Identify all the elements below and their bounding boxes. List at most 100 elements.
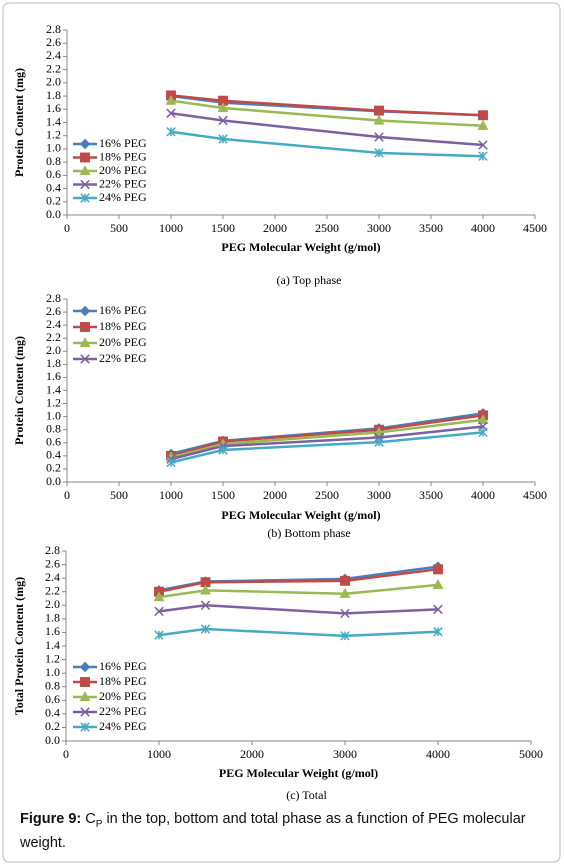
x-tick-label: 3500 <box>419 221 443 235</box>
marker <box>218 115 228 126</box>
y-tick-label: 2.6 <box>46 35 61 49</box>
legend-label: 16% PEG <box>99 659 147 673</box>
x-tick-label: 4500 <box>523 488 547 502</box>
marker <box>433 627 443 637</box>
y-tick-label: 2.8 <box>45 543 60 557</box>
x-tick-label: 3000 <box>367 221 391 235</box>
figure-caption: Figure 9: CP in the top, bottom and tota… <box>20 810 548 852</box>
x-tick-label: 1000 <box>147 747 171 761</box>
series-line <box>170 431 484 464</box>
legend-label: 24% PEG <box>99 190 147 204</box>
y-tick-label: 2.2 <box>46 61 61 75</box>
y-tick-label: 0.6 <box>46 435 61 449</box>
marker <box>374 148 384 158</box>
series-line <box>170 418 484 459</box>
series-line <box>158 568 439 593</box>
marker <box>374 132 384 142</box>
marker <box>478 427 488 438</box>
legend-marker <box>80 179 90 190</box>
legend-marker <box>79 337 91 348</box>
x-tick-label: 0 <box>64 488 70 502</box>
y-tick-label: 0.0 <box>45 733 60 747</box>
y-tick-label: 0.4 <box>46 180 61 194</box>
chart-caption: (b) Bottom phase <box>267 526 350 540</box>
legend-marker <box>79 691 91 702</box>
y-tick-label: 1.4 <box>46 114 61 128</box>
x-tick-label: 3000 <box>367 488 391 502</box>
x-tick-label: 1500 <box>211 488 235 502</box>
marker <box>153 591 165 602</box>
marker <box>477 120 489 130</box>
marker <box>374 105 384 116</box>
series-line <box>158 627 439 638</box>
caption-label: Figure 9: <box>20 811 82 827</box>
y-tick-label: 0.6 <box>45 692 60 706</box>
legend-marker <box>80 354 90 364</box>
series-line <box>170 94 484 117</box>
marker <box>154 606 164 617</box>
chart-caption: (c) Total <box>286 788 327 802</box>
x-tick-label: 500 <box>110 488 128 502</box>
marker <box>166 127 176 137</box>
x-tick-label: 2500 <box>315 221 339 235</box>
y-tick-label: 1.4 <box>46 382 61 396</box>
marker <box>478 110 488 121</box>
y-tick-label: 0.4 <box>46 448 61 462</box>
caption-symbol: C <box>85 811 96 827</box>
legend-label: 18% PEG <box>99 149 147 163</box>
y-tick-label: 0.0 <box>46 474 61 488</box>
x-tick-label: 2000 <box>240 747 264 761</box>
legend-marker <box>80 322 90 332</box>
marker <box>478 151 488 161</box>
legend-marker <box>80 193 90 203</box>
x-tick-label: 4500 <box>523 221 547 235</box>
caption-subscript: P <box>95 818 103 830</box>
y-tick-label: 2.0 <box>46 343 61 357</box>
marker <box>154 630 164 640</box>
marker <box>478 140 488 150</box>
y-tick-label: 1.8 <box>46 88 61 102</box>
y-tick-label: 0.4 <box>45 706 60 720</box>
y-tick-label: 1.0 <box>46 408 61 422</box>
y-tick-label: 2.4 <box>45 570 60 584</box>
x-tick-label: 0 <box>63 747 69 761</box>
x-axis-label: PEG Molecular Weight (g/mol) <box>221 240 380 254</box>
legend-label: 22% PEG <box>99 351 147 365</box>
x-tick-label: 2000 <box>263 488 287 502</box>
legend-label: 18% PEG <box>99 674 147 688</box>
marker <box>432 579 444 590</box>
series-line <box>170 112 484 147</box>
marker <box>200 624 211 634</box>
marker <box>340 631 350 641</box>
legend-label: 16% PEG <box>99 136 147 150</box>
y-tick-label: 1.0 <box>46 141 61 155</box>
legend-marker <box>79 138 91 150</box>
y-axis-label: Protein Content (mg) <box>12 336 26 445</box>
y-tick-label: 1.6 <box>45 624 60 638</box>
legend-label: 20% PEG <box>99 689 147 703</box>
marker <box>218 134 228 144</box>
marker <box>218 445 228 455</box>
y-tick-label: 2.2 <box>45 583 60 597</box>
y-axis-label: Protein Content (mg) <box>12 68 26 177</box>
legend-label: 22% PEG <box>99 176 147 190</box>
legend-label: 20% PEG <box>99 335 147 349</box>
y-tick-label: 2.4 <box>46 317 61 331</box>
legend-label: 16% PEG <box>99 303 147 317</box>
y-axis-label: Total Protein Content (mg) <box>12 577 26 715</box>
x-tick-label: 1000 <box>159 488 183 502</box>
y-tick-label: 1.8 <box>45 611 60 625</box>
y-tick-label: 1.6 <box>46 369 61 383</box>
y-tick-label: 2.6 <box>46 304 61 318</box>
y-tick-label: 0.2 <box>46 461 61 475</box>
y-tick-label: 2.8 <box>46 291 61 305</box>
y-tick-label: 1.2 <box>46 395 61 409</box>
y-tick-label: 2.6 <box>45 556 60 570</box>
x-tick-label: 500 <box>110 221 128 235</box>
legend-marker <box>80 722 90 732</box>
marker <box>373 114 385 125</box>
y-tick-label: 2.2 <box>46 330 61 344</box>
y-tick-label: 0.2 <box>46 194 61 208</box>
marker <box>166 457 176 468</box>
legend-marker <box>80 707 90 717</box>
